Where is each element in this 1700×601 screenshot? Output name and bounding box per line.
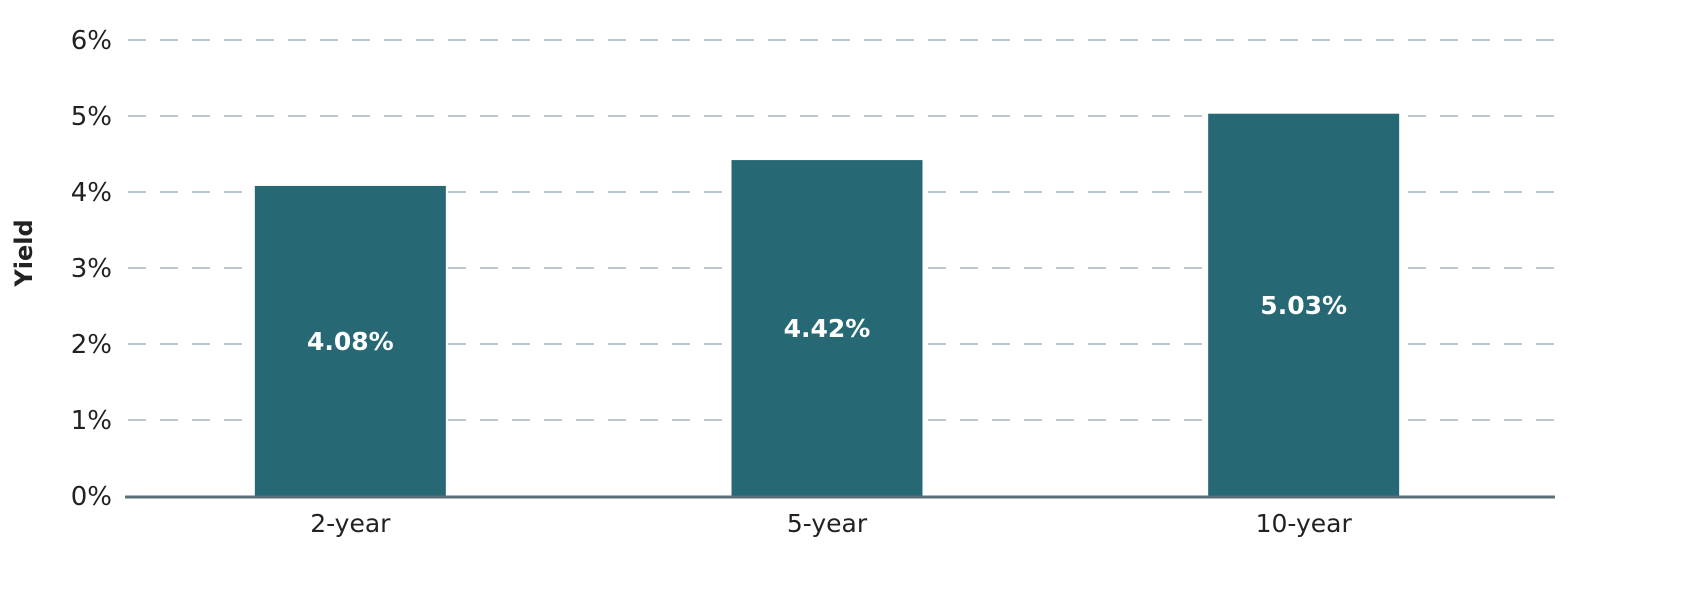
data-label: 4.42%	[784, 314, 871, 343]
data-label: 5.03%	[1260, 291, 1347, 320]
y-tick-label: 2%	[71, 330, 112, 360]
x-tick-label: 5-year	[787, 509, 868, 538]
x-tick-label: 2-year	[310, 509, 391, 538]
y-tick-label: 5%	[71, 102, 112, 132]
x-tick-label: 10-year	[1256, 509, 1353, 538]
bar-5-year	[731, 160, 923, 496]
y-tick-label: 1%	[71, 406, 112, 436]
y-tick-label: 6%	[71, 26, 112, 56]
y-tick-label: 3%	[71, 254, 112, 284]
bar-10-year	[1208, 113, 1400, 496]
bar-2-year	[254, 185, 446, 497]
y-tick-label: 4%	[71, 178, 112, 208]
bars: 4.08% 4.42% 5.03%	[254, 113, 1400, 497]
y-axis-label: Yield	[10, 219, 38, 287]
y-axis-ticks: 0% 1% 2% 3% 4% 5% 6%	[71, 26, 112, 512]
y-tick-label: 0%	[71, 482, 112, 512]
data-label: 4.08%	[307, 327, 394, 356]
x-axis-labels: 2-year 5-year 10-year	[310, 509, 1352, 538]
